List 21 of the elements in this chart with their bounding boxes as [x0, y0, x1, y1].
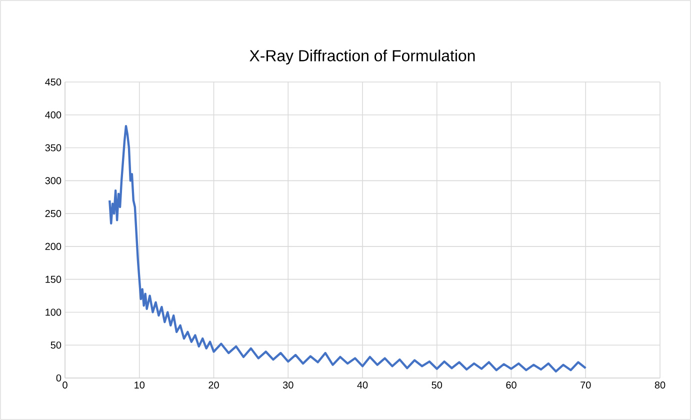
y-tick-label: 150	[46, 276, 62, 283]
x-tick-label: 20	[208, 382, 219, 389]
chart-title: X-Ray Diffraction of Formulation	[250, 50, 475, 65]
y-tick-label: 400	[45, 111, 62, 118]
x-tick-label: 0	[62, 382, 68, 389]
y-tick-label: 450	[45, 78, 62, 86]
x-tick-label: 30	[282, 382, 294, 389]
y-tick-label: 300	[45, 177, 62, 184]
y-tick-label: 0	[56, 374, 62, 382]
x-tick-label: 80	[654, 382, 666, 389]
line-series	[108, 124, 587, 373]
y-tick-label: 350	[45, 144, 62, 152]
y-tick-label: 250	[45, 210, 62, 218]
x-tick-label: 60	[506, 382, 516, 389]
y-tick-label: 200	[45, 242, 62, 250]
y-tick-label: 50	[50, 342, 62, 349]
x-tick-label: 40	[357, 382, 368, 389]
x-tick-label: 50	[432, 382, 442, 389]
y-tick-label: 100	[46, 308, 62, 316]
x-tick-label: 10	[134, 382, 145, 389]
x-tick-label: 70	[580, 382, 591, 389]
